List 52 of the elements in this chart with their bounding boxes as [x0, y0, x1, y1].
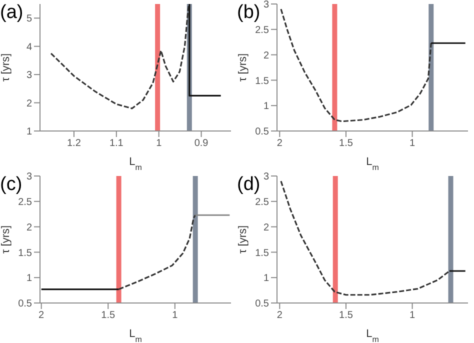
y-tick-label: 5	[26, 14, 32, 25]
chart-title: (c)	[0, 174, 22, 196]
x-tick-label: 1	[410, 310, 416, 322]
y-tick-label: 2	[263, 222, 270, 234]
x-tick-label: 2	[276, 310, 283, 322]
y-axis-title: τ [yrs]	[0, 53, 12, 82]
x-tick-label: 1.5	[339, 138, 354, 150]
x-axis-title: L$_{m}$	[129, 328, 142, 343]
y-tick-label: 3	[263, 172, 270, 183]
y-tick-label: 1	[26, 273, 32, 284]
y-tick-label: 2	[263, 50, 270, 62]
y-tick-label: 2.5	[18, 196, 32, 208]
y-tick-label: 0.5	[255, 298, 270, 310]
chart-title: (d)	[237, 174, 260, 196]
y-tick-label: 0.5	[255, 126, 270, 138]
y-tick-label: 2	[26, 222, 32, 234]
y-tick-label: 1	[26, 126, 32, 138]
line-series	[280, 180, 450, 296]
y-tick-label: 3	[263, 0, 270, 11]
y-tick-label: 2.5	[255, 24, 270, 36]
x-tick-label: 2	[276, 138, 283, 150]
x-axis-title: L$_{m}$	[366, 328, 380, 343]
x-tick-label: 1	[156, 138, 162, 150]
y-axis-title: τ [yrs]	[0, 225, 12, 254]
x-tick-label: 0.9	[194, 138, 209, 150]
y-tick-label: 2.5	[255, 196, 270, 208]
y-tick-label: 1.5	[18, 248, 32, 259]
y-axis-title: τ [yrs]	[237, 225, 249, 254]
y-tick-label: 4	[26, 42, 32, 53]
y-tick-label: 3	[26, 172, 32, 183]
x-tick-label: 1.5	[101, 310, 116, 322]
x-tick-label: 2	[38, 310, 45, 322]
x-tick-label: 1	[410, 138, 416, 150]
x-axis-title: L$_{m}$	[129, 156, 142, 172]
x-tick-label: 1.1	[109, 138, 124, 150]
chart-title: (b)	[237, 2, 260, 24]
x-tick-label: 1.5	[339, 310, 354, 322]
y-tick-label: 3	[26, 70, 32, 82]
line-series	[280, 8, 432, 122]
y-tick-label: 1	[263, 273, 270, 284]
y-tick-label: 1	[263, 101, 270, 112]
line-series	[118, 214, 196, 290]
y-tick-label: 0.5	[18, 298, 32, 310]
line-series	[50, 4, 190, 110]
y-axis-title: τ [yrs]	[237, 53, 249, 82]
x-axis-title: L$_{m}$	[366, 156, 380, 172]
chart-title: (a)	[0, 2, 24, 24]
y-tick-label: 1.5	[255, 248, 270, 259]
y-tick-label: 1.5	[255, 76, 270, 87]
x-tick-label: 1.2	[67, 138, 82, 150]
x-tick-label: 1	[172, 310, 178, 322]
y-tick-label: 2	[26, 98, 32, 110]
